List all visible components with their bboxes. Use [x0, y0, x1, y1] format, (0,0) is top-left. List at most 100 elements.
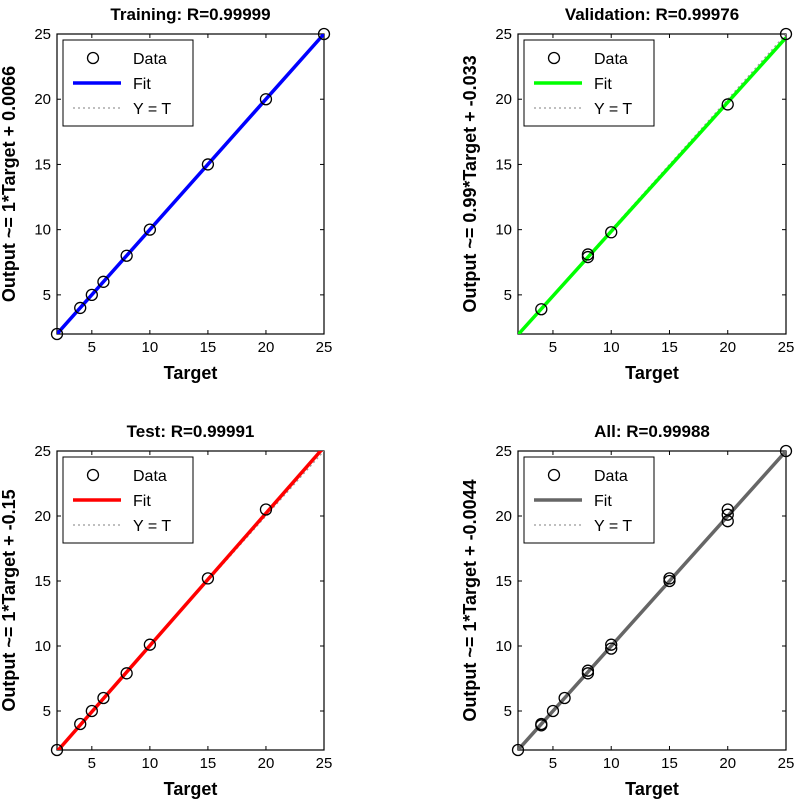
- legend-label: Data: [594, 468, 628, 485]
- y-tick-label: 25: [34, 26, 51, 43]
- chart-panel-training: 5 10 15 20 25 5 10 15 20 25 Data Fit Y = T Training: …: [0, 5, 332, 383]
- legend-label: Y = T: [594, 518, 632, 535]
- x-tick-label: 15: [200, 339, 217, 356]
- x-axis-label: Target: [625, 779, 679, 799]
- data-point: [97, 275, 110, 288]
- y-tick-label: 25: [495, 443, 512, 460]
- x-tick-label: 10: [603, 755, 620, 772]
- chart-panel-all: 5 10 15 20 25 5 10 15 20 25 Data Fit Y = T All: R=0.9…: [460, 422, 794, 799]
- y-tick-label: 5: [43, 287, 51, 304]
- data-point: [259, 93, 273, 106]
- y-tick-label: 10: [495, 638, 512, 655]
- data-point: [259, 503, 273, 516]
- legend-label: Fit: [133, 493, 151, 510]
- data-point: [120, 249, 133, 262]
- x-tick-label: 25: [316, 339, 333, 356]
- data-point: [605, 642, 618, 655]
- y-tick-label: 10: [34, 638, 51, 655]
- y-tick-label: 20: [495, 91, 512, 108]
- x-tick-label: 5: [549, 339, 557, 356]
- fit-line: [57, 451, 323, 750]
- fit-line: [57, 34, 324, 334]
- x-tick-label: 20: [719, 755, 736, 772]
- legend-data-marker: [86, 51, 100, 65]
- chart-title: All: R=0.99988: [594, 422, 710, 441]
- data-point: [143, 223, 157, 236]
- chart-title: Validation: R=0.99976: [565, 5, 739, 24]
- x-tick-label: 10: [142, 339, 159, 356]
- x-tick-label: 10: [142, 755, 159, 772]
- y-tick-label: 15: [34, 156, 51, 173]
- data-point: [74, 301, 87, 315]
- data-point: [721, 503, 734, 516]
- data-point: [511, 743, 525, 757]
- data-point: [779, 27, 793, 41]
- y-axis-label: Output ~= 1*Target + -0.15: [0, 489, 19, 711]
- legend-label: Fit: [594, 76, 612, 93]
- x-tick-label: 25: [778, 339, 795, 356]
- y-tick-label: 10: [495, 222, 512, 239]
- legend-data-marker: [547, 51, 561, 65]
- y-tick-label: 15: [34, 573, 51, 590]
- x-tick-label: 25: [778, 755, 795, 772]
- data-point: [779, 444, 793, 458]
- data-point: [605, 226, 618, 239]
- data-point: [50, 743, 64, 757]
- data-point: [721, 515, 734, 528]
- data-point: [143, 638, 157, 651]
- legend-label: Y = T: [133, 101, 171, 118]
- data-point: [50, 327, 64, 341]
- legend-data-marker: [86, 468, 100, 482]
- data-point: [74, 717, 87, 731]
- y-axis-label: Output ~= 1*Target + 0.0066: [0, 66, 19, 302]
- y-tick-label: 20: [34, 508, 51, 525]
- chart-panel-validation: 5 10 15 20 25 5 10 15 20 25 Data Fit Y = T Validation…: [460, 5, 794, 383]
- chart-title: Training: R=0.99999: [110, 5, 270, 24]
- x-tick-label: 15: [661, 755, 678, 772]
- x-tick-label: 20: [258, 339, 275, 356]
- data-point: [535, 717, 548, 731]
- x-axis-label: Target: [625, 363, 679, 383]
- data-point: [535, 303, 548, 316]
- y-axis-label: Output ~= 1*Target + -0.0044: [460, 479, 480, 721]
- legend-label: Data: [133, 468, 167, 485]
- legend-label: Data: [133, 51, 167, 68]
- data-point: [663, 572, 676, 585]
- x-axis-label: Target: [164, 363, 218, 383]
- y-tick-label: 5: [504, 287, 512, 304]
- y-tick-label: 5: [43, 703, 51, 720]
- chart-panel-test: 5 10 15 20 25 5 10 15 20 25 Data Fit Y = T Test: R=0.…: [0, 422, 332, 799]
- data-point: [317, 27, 331, 41]
- data-point: [85, 704, 98, 718]
- legend-label: Data: [594, 51, 628, 68]
- legend-label: Fit: [594, 493, 612, 510]
- y-tick-label: 25: [34, 443, 51, 460]
- x-tick-label: 20: [719, 339, 736, 356]
- y-tick-label: 25: [495, 26, 512, 43]
- data-point: [581, 664, 595, 677]
- data-point: [558, 691, 571, 705]
- y-tick-label: 20: [34, 91, 51, 108]
- y-tick-label: 10: [34, 222, 51, 239]
- data-point: [201, 572, 215, 585]
- fit-line: [518, 36, 786, 334]
- y-tick-label: 15: [495, 573, 512, 590]
- y-axis-label: Output ~= 0.99*Target + -0.033: [460, 55, 480, 312]
- legend-label: Y = T: [594, 101, 632, 118]
- x-tick-label: 15: [661, 339, 678, 356]
- data-point: [201, 158, 215, 171]
- x-axis-label: Target: [164, 779, 218, 799]
- x-tick-label: 5: [549, 755, 557, 772]
- y-tick-label: 5: [504, 703, 512, 720]
- data-point: [97, 691, 110, 705]
- fit-line: [518, 451, 786, 750]
- legend-label: Y = T: [133, 518, 171, 535]
- x-tick-label: 20: [258, 755, 275, 772]
- x-tick-label: 10: [603, 339, 620, 356]
- x-tick-label: 25: [316, 755, 333, 772]
- x-tick-label: 5: [88, 339, 96, 356]
- data-point: [120, 667, 133, 680]
- data-point: [85, 288, 98, 302]
- data-point: [721, 98, 734, 111]
